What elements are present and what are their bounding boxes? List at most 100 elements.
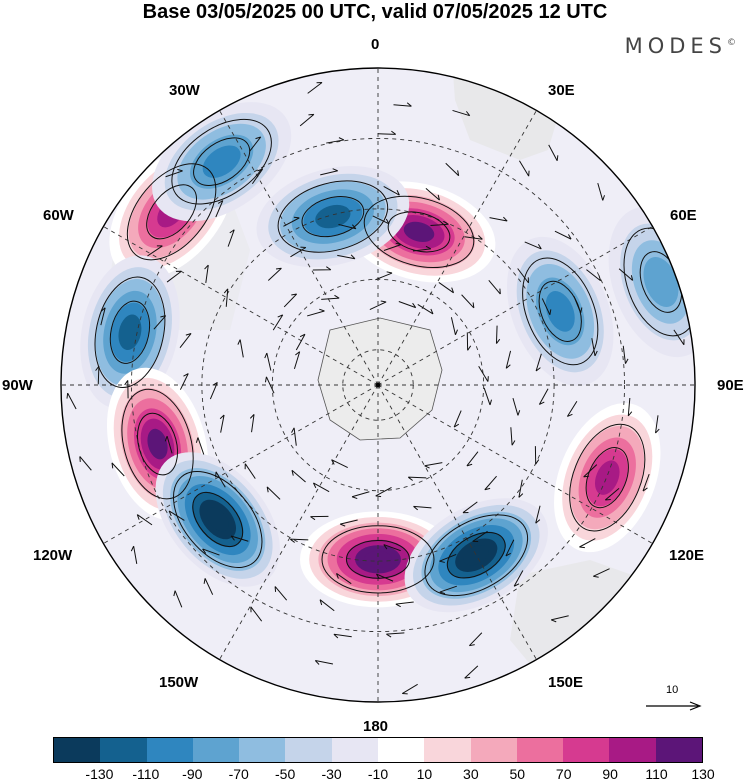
wind-arrow	[383, 242, 402, 251]
meridian-line	[103, 384, 379, 544]
wind-arrow	[393, 102, 412, 107]
wind-arrow	[425, 187, 440, 201]
wind-arrow	[333, 633, 352, 639]
wind-arrow	[251, 168, 264, 185]
wind-arrow	[179, 333, 192, 348]
wind-arrow	[513, 570, 524, 587]
streamline	[569, 423, 646, 532]
wind-arrow	[464, 235, 483, 240]
lon-label-60w: 60W	[43, 207, 74, 224]
streamline	[346, 539, 410, 579]
colorbar-tick-label: 90	[602, 766, 618, 782]
wind-arrow	[204, 264, 209, 283]
wind-arrow	[505, 350, 512, 369]
wind-arrow	[524, 241, 542, 250]
wind-arrow	[166, 270, 182, 283]
wind-arrow	[307, 82, 323, 94]
wind-arrow	[488, 279, 501, 295]
wind-arrow	[512, 397, 521, 416]
wind-arrow	[249, 136, 262, 152]
brand-text: MODES	[624, 34, 727, 58]
wind-arrow	[510, 427, 516, 446]
wind-arrow	[314, 660, 334, 665]
colorbar-swatch	[100, 738, 147, 762]
wind-arrow	[550, 615, 569, 623]
wind-arrow	[195, 437, 205, 455]
colorbar-swatch	[54, 738, 101, 762]
anomaly-contour	[315, 204, 351, 229]
streamline	[424, 514, 529, 597]
wind-arrow	[283, 293, 298, 308]
wind-arrow	[215, 471, 226, 488]
wind-arrow	[548, 144, 559, 162]
wind-arrow	[417, 303, 434, 315]
colorbar-swatch	[377, 738, 425, 762]
colorbar-tick-label: -130	[85, 766, 114, 782]
wind-arrow	[538, 388, 549, 405]
streamline	[321, 525, 435, 594]
wind-arrow	[266, 486, 281, 500]
streamline	[126, 163, 217, 261]
wind-arrow	[130, 545, 138, 564]
anomaly-contour	[206, 507, 229, 532]
colorbar-tick-label: -10	[367, 766, 389, 782]
map-border	[60, 67, 696, 703]
wind-arrow	[535, 353, 542, 372]
lon-label-120e: 120E	[669, 547, 705, 564]
wind-arrow	[593, 568, 610, 578]
streamline	[446, 531, 506, 579]
colorbar-swatch	[331, 738, 378, 762]
wind-arrow	[453, 410, 462, 428]
wind-arrow	[209, 382, 218, 400]
lon-label-60e: 60E	[670, 207, 697, 224]
wind-arrow	[372, 215, 390, 225]
wind-arrow	[466, 451, 479, 467]
lon-label-0: 0	[371, 36, 380, 53]
wind-arrow	[461, 294, 475, 309]
wind-arrow	[673, 329, 685, 346]
wind-arrow	[338, 223, 357, 230]
wind-arrow	[383, 186, 400, 196]
anomaly-contour	[403, 221, 435, 243]
wind-arrow	[468, 632, 483, 647]
wind-arrow	[395, 601, 414, 608]
wind-arrow	[173, 590, 183, 608]
wind-arrow	[489, 216, 508, 222]
wind-arrow	[291, 427, 297, 446]
wind-arrow	[450, 317, 458, 336]
colorbar-swatch	[424, 738, 471, 762]
wind-arrow	[249, 414, 255, 433]
anomaly-contour	[545, 291, 575, 332]
polar-map	[60, 67, 696, 703]
wind-arrow	[573, 295, 583, 314]
meridian-line	[219, 384, 379, 660]
wind-arrow	[274, 586, 288, 601]
wind-arrow	[583, 464, 598, 478]
wind-arrow	[535, 505, 541, 524]
colorbar-swatch	[563, 738, 610, 762]
wind-arrow	[147, 245, 163, 257]
wind-arrow	[312, 482, 330, 493]
wind-arrow	[517, 268, 529, 284]
wind-arrow	[312, 266, 332, 271]
wind-arrow	[202, 548, 220, 556]
wind-arrow	[424, 462, 443, 469]
colorbar-tick-label: -50	[275, 766, 296, 782]
streamline	[172, 470, 263, 569]
chart-title: Base 03/05/2025 00 UTC, valid 07/05/2025…	[142, 1, 608, 23]
wind-arrow	[66, 392, 77, 410]
streamline	[137, 412, 179, 476]
meridian-line	[103, 226, 379, 386]
meridian-line	[377, 226, 653, 386]
lon-label-150e: 150E	[548, 674, 584, 691]
colorbar-tick-label: -90	[182, 766, 203, 782]
wind-arrow	[534, 446, 540, 465]
anomaly-contour	[594, 460, 620, 495]
colorbar	[53, 737, 703, 763]
lon-label-30w: 30W	[169, 82, 200, 99]
reference-vector-label: 10	[666, 684, 679, 696]
wind-arrow	[165, 168, 183, 178]
wind-arrow	[264, 376, 275, 394]
meridian-line	[377, 384, 537, 660]
latitude-circle	[130, 137, 626, 633]
